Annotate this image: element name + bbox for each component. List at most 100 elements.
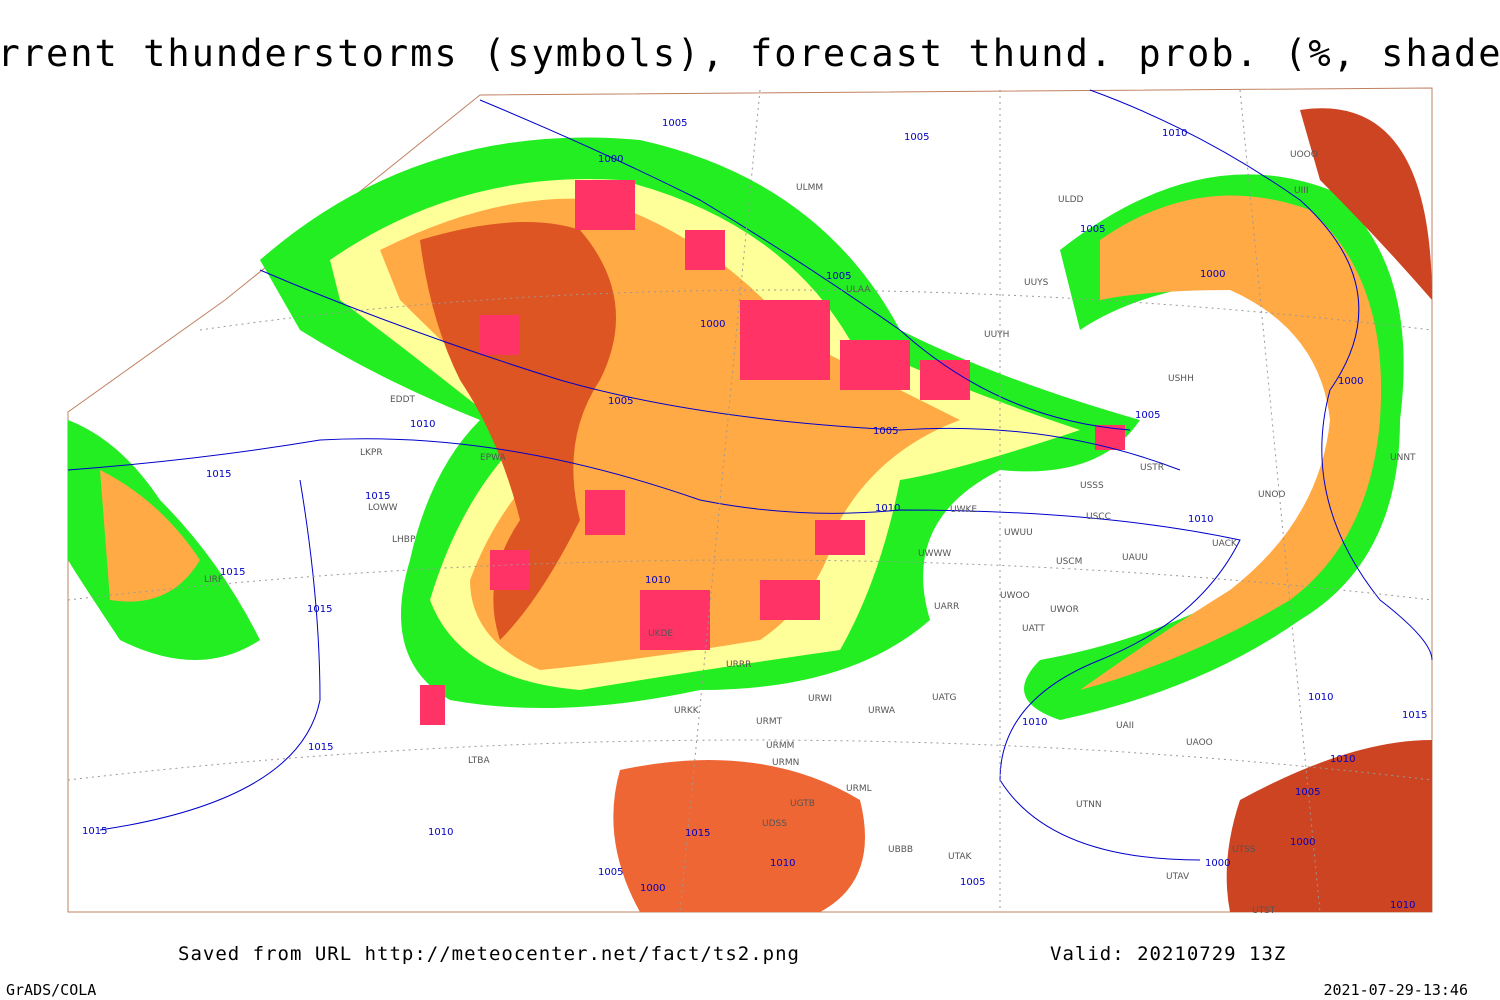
shading [68, 108, 1432, 912]
station-label: ULDD [1058, 195, 1084, 205]
station-label: URWI [808, 694, 832, 704]
station-label: UWOO [1000, 591, 1030, 601]
isobar-label: 1015 [308, 742, 333, 753]
isobar-label: 1015 [206, 469, 231, 480]
station-label: EDDT [390, 395, 416, 405]
isobar-label: 1010 [1162, 128, 1187, 139]
isobar-label: 1010 [1022, 717, 1047, 728]
station-label: EPWA [480, 453, 507, 463]
station-label: URWA [868, 706, 896, 716]
isobar-label: 1005 [1135, 410, 1160, 421]
shade-red [420, 222, 616, 640]
station-label: UATG [932, 693, 957, 703]
isobar-label: 1005 [1295, 787, 1320, 798]
isobar-label: 1010 [1390, 900, 1415, 911]
station-label: URMT [756, 717, 783, 727]
station-label: URML [846, 784, 872, 794]
station-label: URMM [766, 741, 794, 751]
title: Current thunderstorms (symbols), forecas… [0, 32, 1500, 75]
storm-cluster [640, 590, 710, 650]
storm-cluster [575, 180, 635, 230]
station-label: UAII [1116, 721, 1134, 731]
isobar-label: 1010 [770, 858, 795, 869]
isobar-label: 1005 [1080, 224, 1105, 235]
isobar [479, 99, 1131, 431]
station-label: URMN [772, 758, 799, 768]
station-label: UTNN [1076, 800, 1102, 810]
timestamp: 2021-07-29-13:46 [1324, 981, 1469, 999]
station-label: UAUU [1122, 553, 1148, 563]
shade-orange-west [100, 470, 200, 602]
isobar-label: 1015 [82, 826, 107, 837]
station-label: USTR [1140, 463, 1164, 473]
station-label: LIRF [204, 575, 223, 585]
station-label: UARR [934, 602, 959, 612]
station-label: LKPR [360, 448, 383, 458]
isobar-label: 1005 [662, 118, 687, 129]
isobar-label: 1010 [1308, 692, 1333, 703]
station-label: LOWW [368, 503, 398, 513]
thunderstorm-symbols [420, 180, 1125, 725]
isobar [67, 438, 1241, 861]
station-label: UWKE [950, 505, 977, 515]
isobar-label: 1005 [960, 877, 985, 888]
storm-cluster [480, 315, 520, 355]
station-label: UBBB [888, 845, 913, 855]
station-label: UNNT [1390, 453, 1416, 463]
isobar-label: 1005 [873, 426, 898, 437]
isobar-label: 1000 [1200, 269, 1225, 280]
storm-cluster [840, 340, 910, 390]
isobar-label: 1000 [640, 883, 665, 894]
storm-cluster [815, 520, 865, 555]
station-label: USCC [1086, 512, 1111, 522]
station-label: UUYH [984, 330, 1009, 340]
credit: GrADS/COLA [6, 981, 96, 999]
storm-cluster [760, 580, 820, 620]
isobar-label: 1000 [598, 154, 623, 165]
station-label: UWUU [1004, 528, 1033, 538]
station-label: UTST [1252, 906, 1276, 916]
isobar-label: 1005 [598, 867, 623, 878]
station-label: UTAV [1166, 872, 1190, 882]
shade-red-south [613, 760, 865, 912]
isobar-label: 1010 [875, 503, 900, 514]
shade-red-southeast [1226, 740, 1432, 912]
station-label: UDSS [762, 819, 787, 829]
station-label: UKDE [648, 629, 673, 639]
storm-cluster [420, 685, 445, 725]
isobar-label: 1010 [410, 419, 435, 430]
station-label: ULAA [846, 285, 871, 295]
isobar-label: 1015 [307, 604, 332, 615]
isobar [259, 269, 1181, 471]
station-label: LHBP [392, 535, 416, 545]
storm-cluster [490, 550, 530, 590]
map-labels: 1005 1000 1010 1005 1005 1000 1000 1005 1010 1005… [82, 118, 1427, 916]
isobar-label: 1005 [904, 132, 929, 143]
station-label: USCM [1056, 557, 1082, 567]
source-url: Saved from URL http://meteocenter.net/fa… [178, 943, 800, 965]
isobar-label: 1015 [220, 567, 245, 578]
station-label: LTBA [468, 756, 490, 766]
isobar [1089, 89, 1433, 661]
station-label: UIII [1294, 186, 1309, 196]
map-panel: 1005 1000 1010 1005 1005 1000 1000 1005 1010 1005… [67, 87, 1433, 916]
station-label: URRR [726, 660, 751, 670]
station-label: UUYS [1024, 278, 1049, 288]
storm-cluster [685, 230, 725, 270]
valid-time: Valid: 20210729 13Z [1050, 943, 1286, 965]
isobar-label: 1015 [685, 828, 710, 839]
station-label: UGTB [790, 799, 815, 809]
station-label: ULMM [796, 183, 823, 193]
isobar-label: 1015 [1402, 710, 1427, 721]
station-label: UNOO [1258, 490, 1286, 500]
isobars [67, 89, 1433, 861]
isobar-label: 1015 [365, 491, 390, 502]
storm-cluster [585, 490, 625, 535]
isobar-label: 1000 [1290, 837, 1315, 848]
station-label: UTAK [948, 852, 973, 862]
station-label: UAOO [1186, 738, 1213, 748]
station-label: USHH [1168, 374, 1194, 384]
isobar-label: 1000 [1338, 376, 1363, 387]
